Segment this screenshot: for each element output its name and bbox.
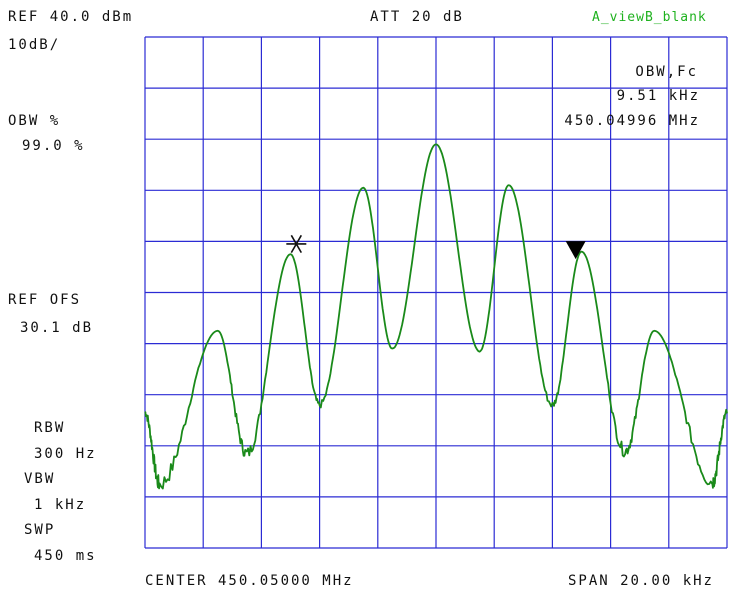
obw-marker-triangle-icon [565,241,586,260]
scale-label: 10dB/ [8,37,61,53]
ref-level-label: REF 40.0 dBm [8,9,134,25]
sweep-value: 450 ms [34,548,97,564]
sweep-label: SWP [24,522,56,538]
obw-readout-title: OBW,Fc [635,64,698,80]
rbw-value: 300 Hz [34,446,97,462]
obw-marker-asterisk-icon [286,234,307,254]
span-label: SPAN 20.00 kHz [567,573,714,589]
obw-percent-value: 99.0 % [22,138,85,154]
graticule-grid [144,36,728,549]
attenuation-label: ATT 20 dB [370,9,464,25]
ref-offset-value: 30.1 dB [20,320,94,336]
obw-percent-label: OBW % [8,113,61,129]
rbw-label: RBW [34,420,66,436]
vbw-label: VBW [24,471,56,487]
view-mode-label: A_viewB_blank [592,10,707,25]
ref-offset-label: REF OFS [8,292,82,308]
obw-bandwidth-value: 9.51 kHz [616,88,700,104]
obw-center-frequency-value: 450.04996 MHz [564,113,700,129]
vbw-value: 1 kHz [34,497,87,513]
asterisk-stroke [290,234,303,254]
center-frequency-label: CENTER 450.05000 MHz [145,573,354,589]
spectrum-trace [144,143,728,490]
